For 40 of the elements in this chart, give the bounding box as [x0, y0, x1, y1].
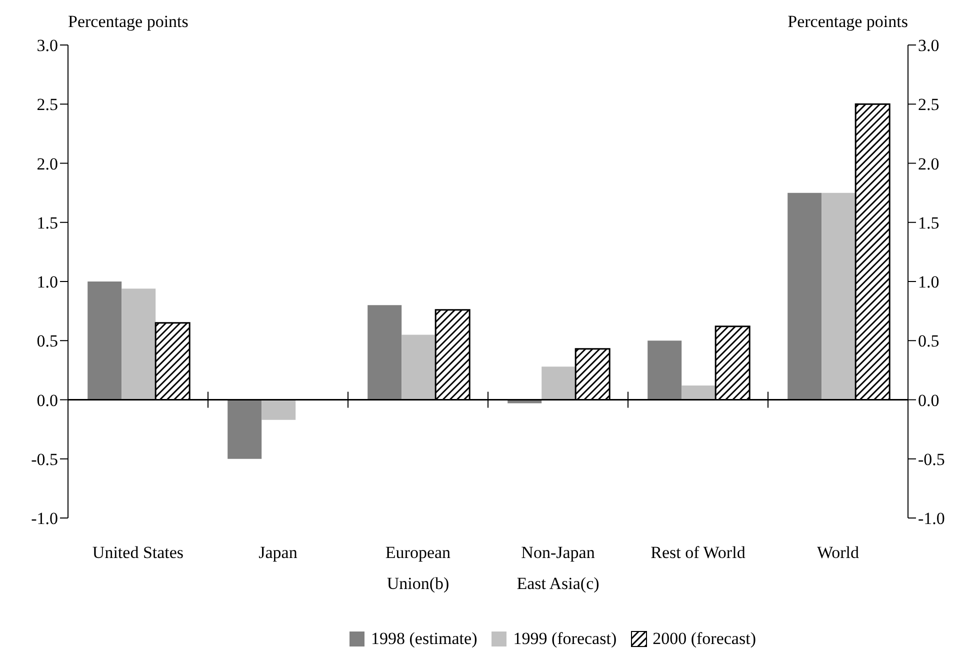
x-tick-label: Non-Japan East Asia(c) — [516, 543, 600, 593]
y-tick-label: -1.0 — [31, 509, 58, 528]
bar — [788, 192, 822, 400]
y2-tick-label: 2.0 — [918, 154, 940, 174]
x-tick-label: Rest of World — [650, 543, 746, 562]
y-tick-label: 2.0 — [36, 154, 58, 174]
bar — [402, 334, 436, 400]
y-tick-label: 3.0 — [36, 36, 58, 56]
bar — [228, 400, 262, 459]
bar — [648, 340, 682, 400]
legend-label: 1998 (estimate) — [371, 629, 478, 649]
y2-tick-label: -0.5 — [918, 450, 945, 469]
bar — [822, 192, 856, 400]
y2-tick-label: 1.5 — [918, 213, 940, 232]
x-tick-label: United States — [92, 543, 184, 562]
legend-label: 1999 (forecast) — [513, 629, 617, 649]
y-axis-title: Percentage points — [68, 12, 188, 32]
y2-tick-label: 2.5 — [918, 95, 940, 114]
y-tick-label: 1.0 — [36, 272, 58, 292]
bar — [262, 400, 296, 420]
x-tick-label: European Union(b) — [385, 543, 452, 593]
y2-tick-label: 1.0 — [918, 272, 940, 292]
bar — [682, 386, 716, 400]
legend-label: 2000 (forecast) — [652, 629, 756, 649]
bar — [122, 288, 156, 400]
y-tick-label: -0.5 — [31, 450, 58, 469]
y-tick-label: 0.5 — [36, 332, 58, 351]
x-tick-label: Japan — [258, 543, 298, 562]
y2-tick-label: -1.0 — [918, 509, 945, 528]
y-tick-label: 0.0 — [36, 390, 58, 410]
y2-axis-title: Percentage points — [788, 12, 908, 32]
bar — [542, 366, 576, 400]
y-tick-label: 2.5 — [36, 95, 58, 114]
bar — [88, 282, 122, 400]
y2-tick-label: 0.5 — [918, 332, 940, 351]
y-tick-label: 1.5 — [36, 213, 58, 232]
bar — [368, 305, 402, 400]
y2-tick-label: 0.0 — [918, 390, 940, 410]
x-tick-label: World — [816, 543, 860, 562]
y2-tick-label: 3.0 — [918, 36, 940, 56]
